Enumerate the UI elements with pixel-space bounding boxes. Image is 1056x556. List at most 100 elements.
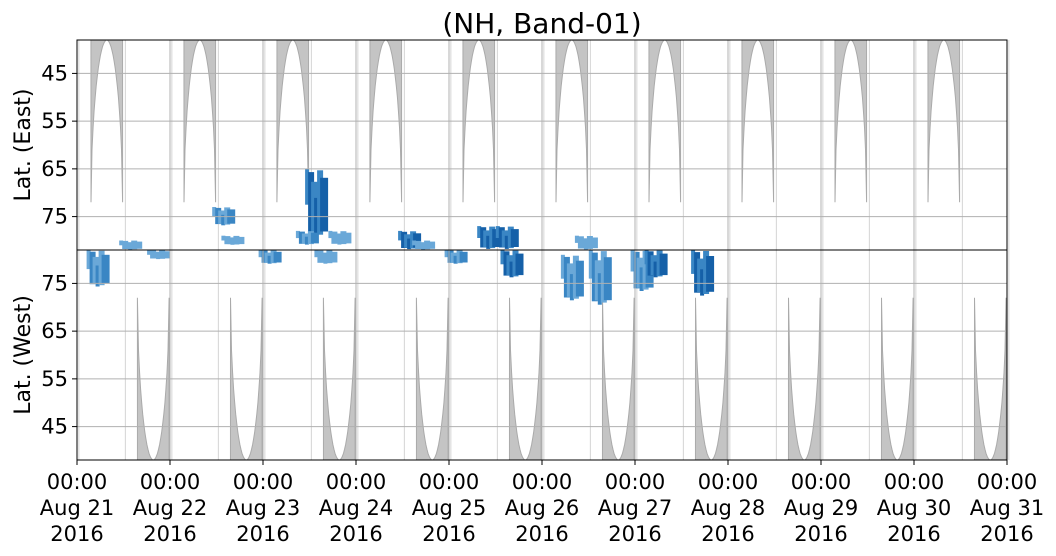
detection-cell (588, 250, 593, 279)
detection-cell (575, 260, 584, 297)
detection-cluster-west-12 (147, 250, 171, 260)
x-tick-line: 2016 (608, 522, 661, 546)
detection-cell (343, 232, 352, 244)
x-tick-line: Aug 30 (877, 496, 951, 520)
detection-cell (453, 255, 458, 264)
detection-cell (504, 235, 509, 249)
plot-area (76, 39, 1010, 461)
x-tick-line: 00:00 (791, 470, 852, 494)
detection-cluster-west-20 (644, 250, 668, 278)
x-tick-line: 2016 (980, 522, 1033, 546)
detection-cluster-west-18 (588, 250, 612, 305)
detection-cluster-east-3 (305, 168, 329, 238)
detection-cell (221, 214, 226, 226)
x-tick-line: Aug 25 (412, 496, 486, 520)
detection-cluster-west-21 (691, 250, 715, 296)
detection-cell (212, 207, 217, 217)
x-tick-line: 00:00 (884, 470, 945, 494)
detection-cell (515, 253, 524, 276)
x-tick-line: 2016 (794, 522, 847, 546)
detection-cell (147, 250, 152, 255)
detection-cluster-west-16 (500, 250, 524, 278)
detection-cell (691, 250, 696, 274)
detection-cell (236, 236, 245, 245)
y-tick-label-west: 45 (41, 415, 68, 439)
detection-cell (444, 250, 449, 258)
detection-cell (314, 197, 319, 238)
detection-cell (329, 251, 338, 263)
detection-cell (230, 239, 235, 245)
detection-cell (421, 244, 426, 250)
detection-cell (156, 253, 161, 260)
x-tick-line: Aug 24 (319, 496, 393, 520)
y-tick-labels: 45 55 65 75 75 65 55 45 (41, 61, 77, 439)
detection-cluster-west-14 (314, 250, 338, 264)
y-tick-label-west: 65 (41, 319, 68, 343)
detection-cell (653, 261, 658, 278)
x-tick-line: Aug 27 (598, 496, 672, 520)
detection-cell (574, 235, 579, 243)
detection-cell (320, 177, 329, 232)
y-axis-label-east: Lat. (East) (11, 89, 36, 202)
x-tick-line: 00:00 (977, 470, 1038, 494)
x-tick-line: Aug 28 (691, 496, 765, 520)
detection-cell (304, 236, 309, 245)
y-tick-label-east: 45 (41, 61, 68, 85)
detection-cell (583, 241, 588, 250)
x-tick-line: 00:00 (698, 470, 759, 494)
detection-cell (295, 230, 300, 239)
detection-cluster-east-4 (295, 230, 319, 245)
x-tick-line: Aug 29 (784, 496, 858, 520)
detection-cell (510, 229, 519, 247)
chart-title: (NH, Band-01) (442, 7, 641, 40)
detection-cell (569, 274, 574, 301)
x-tick-line: Aug 23 (226, 496, 300, 520)
x-tick-line: 2016 (701, 522, 754, 546)
x-tick-line: 2016 (329, 522, 382, 546)
detection-cell (427, 241, 436, 249)
detection-cluster-east-2 (221, 235, 245, 245)
detection-cell (273, 251, 282, 263)
detection-cluster-east-0 (119, 240, 143, 250)
x-tick-line: 00:00 (326, 470, 387, 494)
x-tick-line: 00:00 (512, 470, 573, 494)
detection-cell (486, 235, 491, 249)
detection-cell (589, 237, 598, 249)
detection-cell (128, 244, 133, 250)
x-tick-line: 2016 (515, 522, 568, 546)
detection-cell (413, 233, 422, 248)
detection-cell (492, 229, 501, 247)
x-tick-line: 00:00 (233, 470, 294, 494)
detection-cell (477, 226, 482, 238)
detection-cell (597, 273, 602, 305)
detection-cell (412, 240, 417, 246)
detection-layer (86, 168, 715, 305)
detection-cell (459, 251, 468, 263)
detection-cell (630, 250, 635, 272)
detection-cell (305, 168, 310, 205)
detection-cluster-east-10 (574, 235, 598, 250)
x-tick-line: 2016 (887, 522, 940, 546)
x-tick-line: 2016 (50, 522, 103, 546)
y-axis-label-west: Lat. (West) (11, 295, 36, 415)
detection-cluster-east-7 (412, 240, 436, 250)
y-tick-label-east: 55 (41, 109, 68, 133)
detection-cell (101, 254, 110, 284)
detection-cell (700, 269, 705, 296)
x-tick-line: 2016 (422, 522, 475, 546)
detection-cell (95, 265, 100, 287)
detection-cell (706, 256, 715, 292)
detection-cell (337, 236, 342, 245)
detection-cell (314, 250, 319, 258)
y-tick-label-west: 75 (41, 271, 68, 295)
